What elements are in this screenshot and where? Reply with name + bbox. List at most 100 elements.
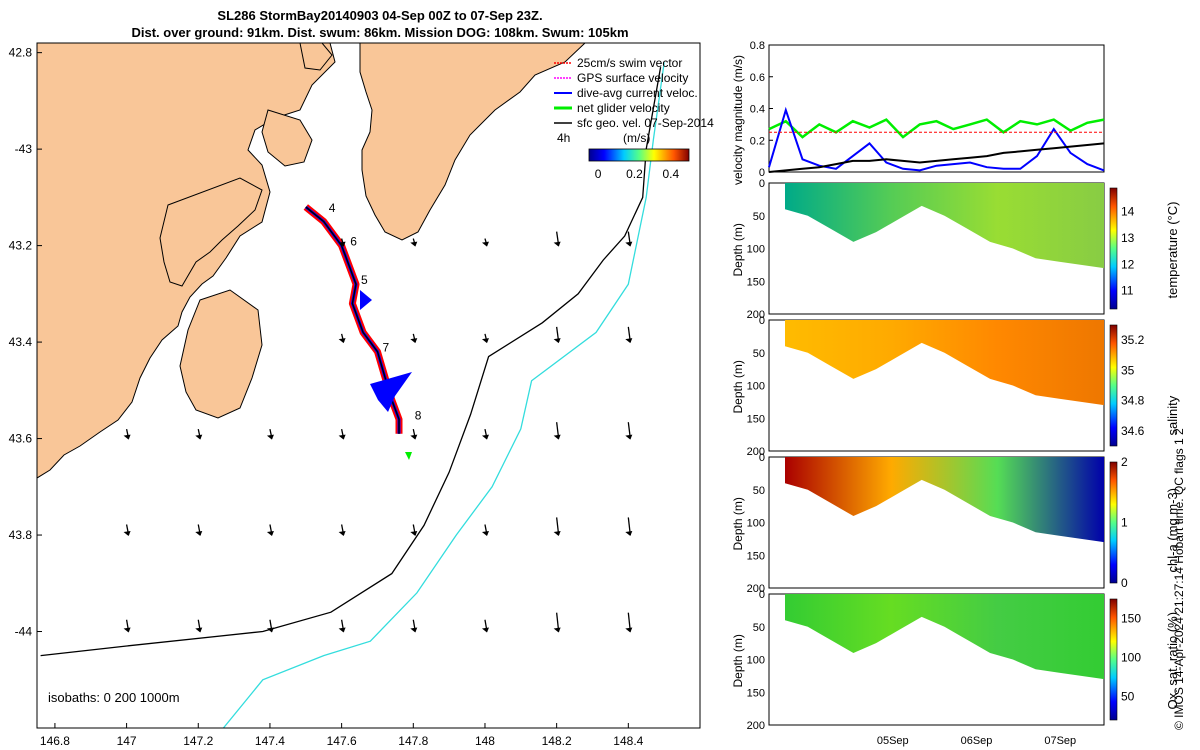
sfc-velocity-arrowhead [481, 531, 489, 537]
depth-tick-label: 100 [747, 655, 765, 667]
sfc-velocity-arrowhead [338, 338, 346, 344]
land-peninsula-south [159, 177, 263, 287]
sfc-velocity-arrowhead [553, 531, 561, 537]
section-colorbar-tick: 50 [1121, 690, 1135, 704]
section-colorbar-tick: 100 [1121, 651, 1141, 665]
section-colorbar-tick: 35.2 [1121, 333, 1145, 347]
sfc-velocity-arrowhead [338, 241, 346, 247]
section-data-fill [785, 594, 1104, 680]
section-panel-oxygen: 0 50 100 150 200 Depth (m) 50 100 150 Ox. sat. ra… [731, 589, 1180, 732]
waypoint-label-7: 7 [382, 341, 389, 355]
sfc-velocity-arrowhead [481, 627, 489, 633]
sfc-velocity-arrowhead [123, 531, 131, 537]
depth-tick-label: 50 [753, 211, 765, 223]
depth-tick-label: 200 [747, 309, 765, 321]
depth-tick-label: 150 [747, 413, 765, 425]
map-ytick-label: -43 [15, 142, 33, 156]
sfc-velocity-arrowhead [553, 241, 561, 247]
velocity-ytick-label: 0.2 [750, 135, 765, 147]
waypoint-label-8: 8 [415, 408, 422, 422]
depth-tick-label: 50 [753, 348, 765, 360]
isobath-200m [40, 66, 662, 657]
section-data-fill [785, 183, 1104, 269]
section-colorbar-tick: 13 [1121, 231, 1135, 245]
sfc-velocity-arrowhead [625, 338, 633, 344]
section-ylabel: Depth (m) [731, 223, 745, 276]
depth-tick-label: 50 [753, 622, 765, 634]
legend-net-velocity: net glider velocity [577, 101, 670, 115]
glider-track-net [305, 206, 400, 434]
isobath-1000m [222, 62, 665, 728]
depth-tick-label: 0 [759, 452, 765, 464]
section-ylabel: Depth (m) [731, 634, 745, 687]
section-colorbar-label: salinity [1165, 395, 1180, 435]
sfc-velocity-arrowhead [553, 627, 561, 633]
sfc-velocity-arrowhead [553, 434, 561, 440]
section-panel-chl-a: 0 50 100 150 200 Depth (m) 0 1 2 chl-a (mg m-3) [731, 452, 1180, 595]
map-xtick-label: 147.6 [327, 734, 357, 748]
land-forestier [359, 43, 586, 241]
sfc-velocity-arrowhead [481, 434, 489, 440]
section-colorbar-tick: 11 [1121, 284, 1134, 298]
depth-tick-label: 0 [759, 178, 765, 190]
velocity-ytick-label: 0 [759, 167, 765, 179]
section-colorbar [1109, 324, 1118, 447]
title-line-2: Dist. over ground: 91km. Dist. swum: 86k… [131, 25, 629, 40]
colorbar-unit: (m/s) [623, 131, 650, 145]
map-xtick-label: 148.2 [542, 734, 572, 748]
sfc-velocity-arrowhead [625, 434, 633, 440]
waypoint-label-6: 6 [350, 235, 357, 249]
sfc-velocity-arrowhead [481, 338, 489, 344]
section-colorbar-tick: 2 [1121, 455, 1128, 469]
legend-sfc-geo: sfc geo. vel. 07-Sep-2014 [577, 116, 714, 130]
right-panels: 0 0.2 0.4 0.6 0.8 velocity magnitude (m/s) 0… [731, 40, 1180, 747]
map-colorbar [588, 148, 690, 162]
sfc-velocity-arrowhead [481, 241, 489, 247]
section-colorbar-label: Ox. sat. ratio (%) [1165, 612, 1180, 710]
depth-tick-label: 0 [759, 315, 765, 327]
sfc-velocity-arrowhead [625, 531, 633, 537]
velocity-ytick-label: 0.4 [750, 104, 765, 116]
map-xtick-label: 148 [475, 734, 495, 748]
velocity-ytick-label: 0.6 [750, 72, 765, 84]
sfc-velocity-arrowhead [410, 531, 418, 537]
map-ytick-label: 42.8 [9, 46, 33, 60]
colorbar-prefix: 4h [557, 131, 570, 145]
title-line-1: SL286 StormBay20140903 04-Sep 00Z to 07-… [217, 8, 543, 23]
velocity-panel-frame [768, 44, 1105, 173]
section-colorbar-tick: 12 [1121, 257, 1135, 271]
sfc-velocity-arrowhead [410, 434, 418, 440]
waypoint-label-4: 4 [329, 201, 336, 215]
section-colorbar [1109, 187, 1118, 310]
isobath-label: isobaths: 0 200 1000m [48, 690, 180, 705]
depth-tick-label: 150 [747, 276, 765, 288]
map-xtick-label: 147 [117, 734, 137, 748]
land-island-center [261, 109, 313, 167]
velocity-ytick-label: 0.8 [750, 40, 765, 52]
map-colorbar-tick: 0.4 [662, 167, 679, 181]
depth-tick-label: 100 [747, 518, 765, 530]
legend-dive-avg: dive-avg current veloc. [577, 86, 698, 100]
legend-swim-vector: 25cm/s swim vector [577, 56, 682, 70]
section-data-fill [785, 457, 1104, 543]
section-panel-temperature: 0 50 100 150 200 Depth (m) 11 12 13 14 temperature… [731, 178, 1180, 321]
velocity-series-swim-speed [768, 118, 1105, 139]
sfc-velocity-arrowhead [553, 338, 561, 344]
sfc-velocity-arrowhead [410, 338, 418, 344]
section-colorbar-tick: 1 [1121, 516, 1128, 530]
copyright-text: © IMOS 14-Apr-2024 21:27:14 Hobart time.… [1172, 428, 1186, 730]
blue-current-arrow-2 [360, 290, 372, 310]
depth-tick-label: 200 [747, 446, 765, 458]
depth-tick-label: 100 [747, 381, 765, 393]
section-panel-salinity: 0 50 100 150 200 Depth (m) 34.6 34.8 35 35.2 salin… [731, 315, 1180, 458]
sfc-velocity-arrowhead [338, 531, 346, 537]
map-xtick-label: 147.8 [398, 734, 428, 748]
sfc-velocity-arrowhead [123, 434, 131, 440]
section-xtick-label: 06Sep [961, 735, 993, 747]
map-ytick-label: -44 [15, 625, 33, 639]
waypoint-label-5: 5 [361, 273, 368, 287]
sfc-velocity-arrowhead [625, 627, 633, 633]
sfc-velocity-arrowhead [195, 627, 203, 633]
depth-tick-label: 200 [747, 720, 765, 732]
sfc-velocity-arrowhead [338, 434, 346, 440]
